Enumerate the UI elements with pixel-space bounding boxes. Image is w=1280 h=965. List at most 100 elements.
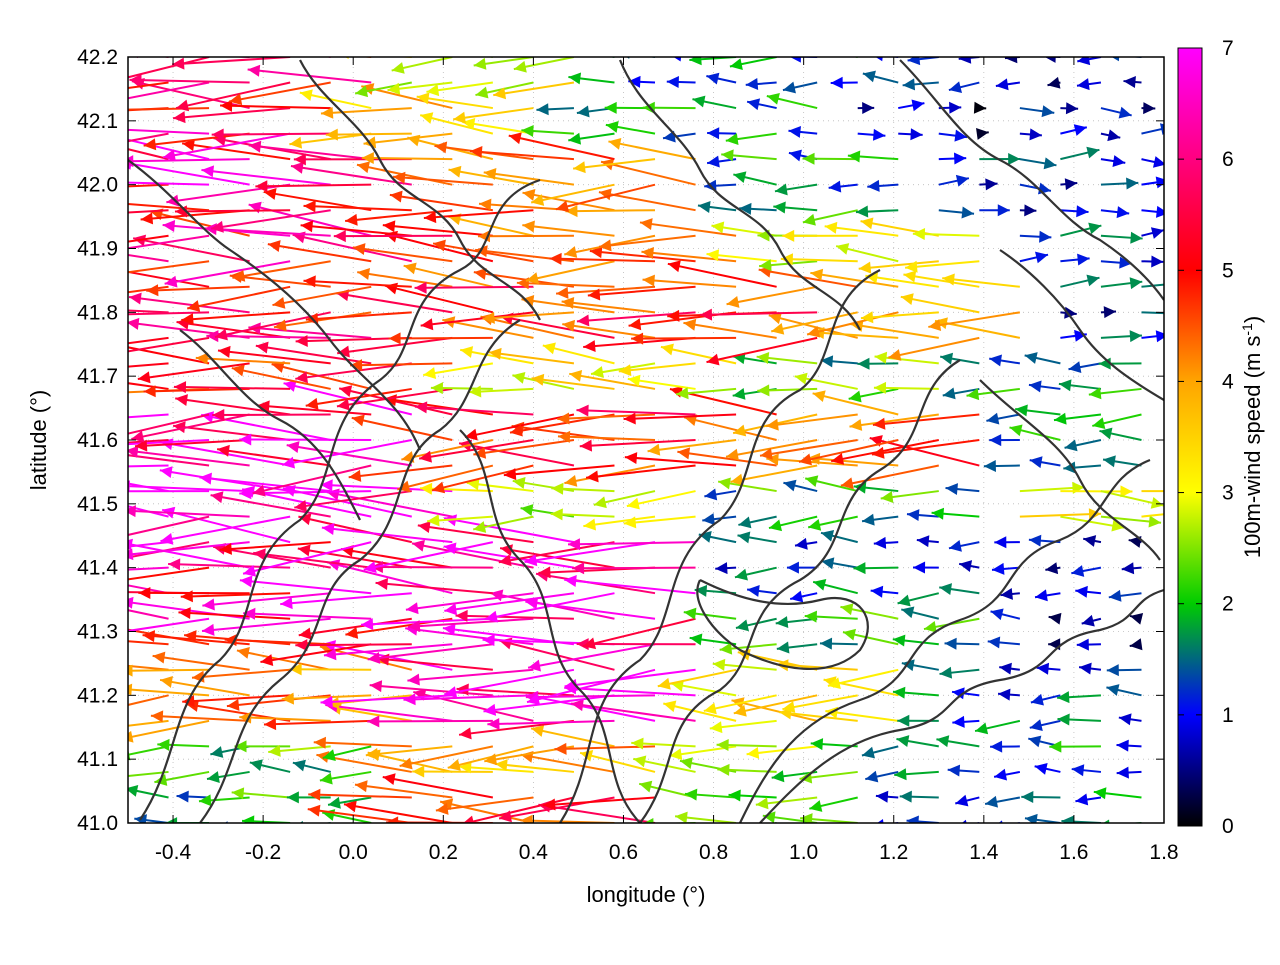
wind-vector-head (808, 43, 821, 55)
wind-vector-head (120, 684, 132, 696)
wind-vector-head (1117, 767, 1129, 779)
wind-vector (572, 568, 695, 569)
y-tick-label: 42.0 (77, 174, 118, 197)
x-tick-label: 0.2 (429, 841, 458, 864)
wind-vector-head (121, 597, 134, 609)
wind-vector-head (998, 689, 1010, 701)
wind-vector (129, 80, 249, 83)
wind-vector-head (1039, 231, 1051, 243)
wind-vector-head (580, 440, 592, 452)
wind-vector-head (459, 727, 472, 739)
wind-vector-head (989, 434, 1001, 446)
wind-vector-head (738, 517, 751, 529)
wind-vector-head (339, 385, 352, 397)
wind-vector-head (63, 631, 75, 643)
wind-vector (264, 721, 371, 725)
wind-vector-head (731, 826, 744, 838)
wind-vector (217, 823, 250, 829)
wind-vector-head (412, 540, 425, 552)
wind-vector-head (370, 680, 382, 692)
wind-vector (556, 185, 655, 210)
wind-vector-head (166, 195, 179, 207)
wind-vector-head (460, 842, 473, 854)
wind-vector-head (415, 282, 427, 294)
wind-vector-head (1112, 155, 1125, 167)
wind-vector-head (992, 563, 1004, 575)
wind-vector-head (256, 342, 269, 354)
wind-vector-head (13, 281, 26, 293)
wind-vector-head (41, 721, 53, 733)
wind-vector-head (551, 483, 563, 495)
wind-vector-head (736, 619, 749, 631)
terrain-contours (128, 60, 1164, 823)
wind-vector-head (605, 102, 617, 114)
wind-vector-head (300, 89, 313, 101)
wind-vector-head (1077, 639, 1089, 651)
wind-vector-head (756, 797, 769, 809)
wind-vector-head (795, 373, 808, 385)
wind-vector-head (1025, 352, 1038, 364)
wind-vector-head (412, 766, 424, 778)
wind-vector-head (308, 805, 321, 817)
wind-vector-head (361, 618, 373, 630)
wind-vector-head (901, 293, 914, 305)
colorbar-tick-label: 4 (1222, 370, 1234, 393)
wind-vector-head (917, 535, 930, 547)
wind-vector-head (643, 275, 655, 287)
colorbar-title: 100m-wind speed (m s-1) (1239, 316, 1265, 558)
wind-vector-head (874, 537, 886, 549)
wind-vector-head (747, 585, 760, 597)
wind-vector-head (56, 366, 68, 378)
wind-vector-head (56, 129, 69, 141)
wind-vector-head (177, 791, 189, 803)
wind-vector-head (306, 398, 319, 410)
wind-vector-head (903, 78, 915, 90)
wind-vector-head (862, 102, 874, 114)
wind-vector-head (692, 96, 705, 108)
wind-vector-head (320, 773, 333, 785)
wind-vector-head (120, 665, 132, 677)
x-tick-label: 1.8 (1149, 841, 1178, 864)
wind-vector-head (986, 413, 999, 425)
wind-vector (362, 158, 452, 159)
wind-vector-head (955, 795, 968, 807)
wind-vector-head (730, 58, 743, 70)
wind-vector (385, 286, 493, 313)
wind-vector-head (564, 246, 577, 258)
wind-vector-head (37, 549, 50, 561)
wind-vector-head (138, 371, 151, 383)
wind-vector-head (21, 197, 34, 209)
wind-vector-head (521, 125, 533, 137)
wind-vector-head (50, 35, 63, 47)
wind-vector-head (853, 562, 865, 574)
wind-vector-head (322, 523, 335, 535)
wind-vector-head (859, 262, 872, 274)
colorbar-title-sup: -1 (1239, 323, 1255, 336)
wind-vector-head (460, 346, 473, 358)
wind-vector (397, 466, 493, 490)
wind-vector-head (199, 473, 212, 485)
wind-vector (440, 802, 533, 823)
wind-vector-head (948, 765, 960, 777)
wind-vector-head (1151, 227, 1164, 239)
wind-vector-head (795, 538, 808, 550)
wind-vector-head (668, 260, 681, 272)
wind-vector-head (268, 240, 281, 252)
wind-vector-head (522, 221, 535, 233)
wind-vector-head (720, 643, 733, 655)
wind-vector-head (901, 606, 914, 618)
wind-vector-head (1029, 128, 1041, 140)
wind-vector (9, 204, 128, 211)
wind-vector-head (769, 519, 782, 531)
wind-vector-head (606, 121, 619, 133)
wind-vector-head (218, 346, 231, 358)
wind-vector (456, 616, 574, 619)
wind-vector-head (420, 483, 432, 495)
wind-vector-head (988, 636, 1000, 648)
wind-vector-head (217, 445, 230, 457)
y-tick-label: 41.7 (77, 365, 118, 388)
wind-vector (810, 273, 898, 287)
wind-vector-head (1092, 417, 1105, 429)
wind-vector-head (1099, 428, 1112, 440)
wind-vector-head (576, 405, 588, 417)
